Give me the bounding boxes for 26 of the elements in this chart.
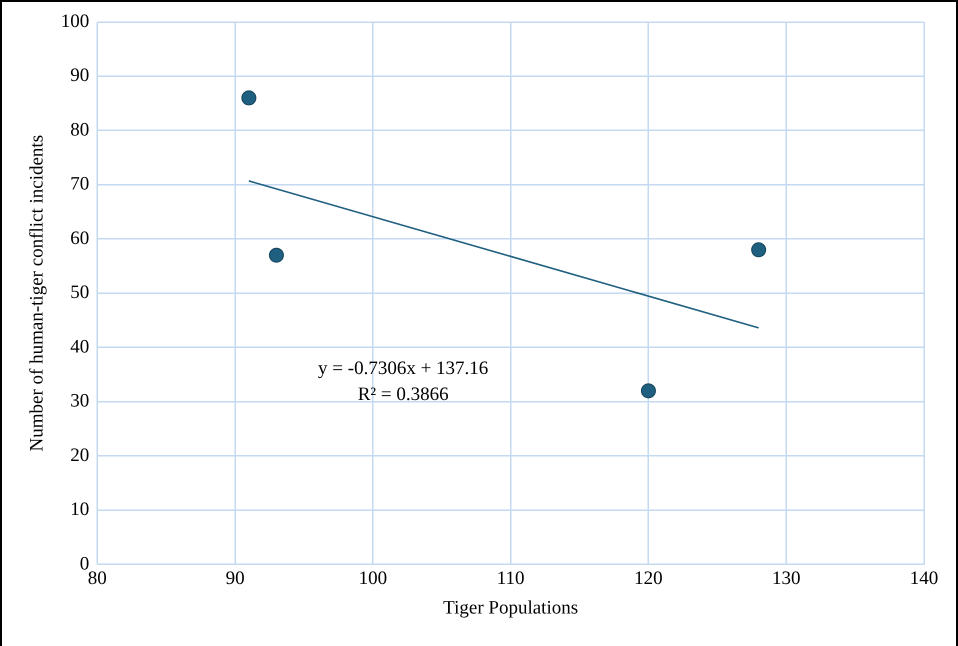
- y-tick-label: 70: [70, 174, 90, 195]
- y-axis-title: Number of human-tiger conflict incidents: [26, 134, 48, 452]
- y-tick-label: 40: [70, 336, 90, 358]
- x-tick-label: 90: [226, 568, 245, 589]
- point: [640, 383, 656, 398]
- x-tick-label: 110: [496, 568, 525, 589]
- y-tick-label: 0: [80, 553, 90, 574]
- y-tick-label: 30: [70, 390, 90, 412]
- x-tick-label: 140: [910, 568, 938, 589]
- y-tick-label: 60: [70, 228, 90, 249]
- x-tick-label: 120: [634, 568, 663, 589]
- x-tick-label: 100: [358, 568, 388, 589]
- annotation: R² = 0.3866: [358, 384, 449, 406]
- x-axis-title: Tiger Populations: [443, 598, 578, 619]
- point: [241, 90, 256, 106]
- point: [751, 242, 766, 258]
- y-tick-label: 20: [70, 444, 90, 466]
- x-tick-label: 80: [88, 568, 107, 589]
- annotation: y = -0.7306x + 137.16: [318, 358, 488, 380]
- y-tick-label: 80: [70, 119, 90, 140]
- point: [268, 248, 284, 263]
- y-tick-label: 100: [60, 10, 90, 32]
- y-tick-label: 10: [70, 499, 90, 520]
- y-tick-label: 50: [70, 282, 90, 304]
- y-tick-label: 90: [70, 65, 90, 86]
- x-tick-label: 130: [772, 568, 800, 589]
